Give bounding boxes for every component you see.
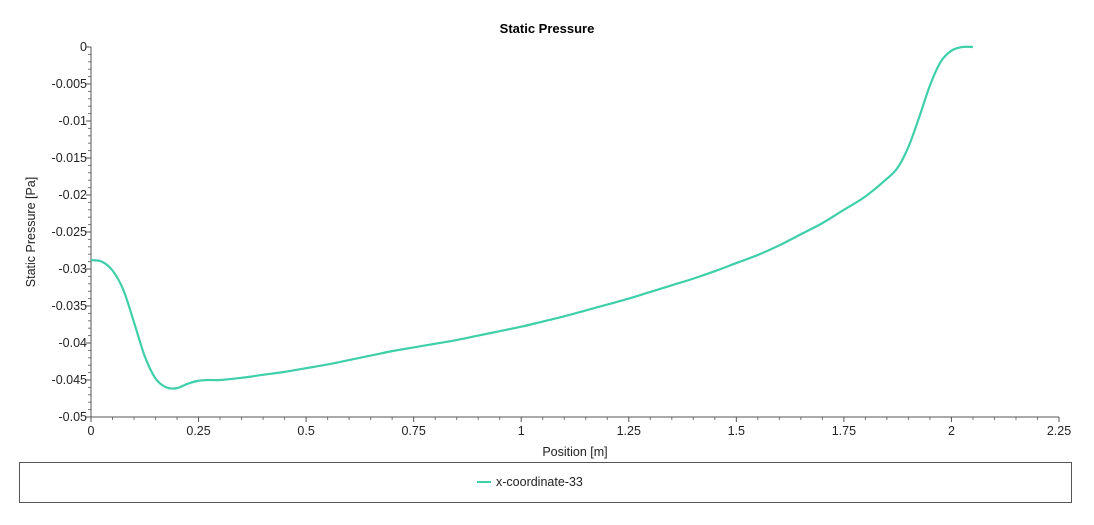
legend-label: x-coordinate-33 <box>496 475 583 489</box>
series-line-0 <box>90 45 973 390</box>
chart-title: Static Pressure <box>500 21 595 36</box>
legend: x-coordinate-33 <box>19 462 1072 503</box>
y-tick-label: -0.005 <box>52 77 87 91</box>
x-tick-label: 1.75 <box>832 424 856 438</box>
x-tick-label: 0.5 <box>297 424 314 438</box>
y-tick-label: -0.05 <box>59 410 88 424</box>
y-axis-ticks: 0 -0.005 -0.01 -0.015 -0.02 -0.025 -0.03 -0.035… <box>52 40 91 424</box>
y-tick-label: -0.045 <box>52 373 87 387</box>
x-tick-label: 1.5 <box>728 424 745 438</box>
y-tick-label: -0.025 <box>52 225 87 239</box>
chart: Static Pressure 0 -0.005 -0.01 -0.015 -0.02 -… <box>24 21 1071 459</box>
y-tick-label: -0.01 <box>59 114 88 128</box>
x-tick-label: 0.25 <box>186 424 210 438</box>
y-tick-label: -0.04 <box>59 336 88 350</box>
x-axis-label: Position [m] <box>542 445 607 459</box>
x-tick-label: 2.25 <box>1047 424 1071 438</box>
legend-line-swatch-icon <box>477 481 491 483</box>
y-tick-label: 0 <box>80 40 87 54</box>
x-tick-label: 1.25 <box>617 424 641 438</box>
y-axis-label: Static Pressure [Pa] <box>24 177 38 287</box>
y-tick-label: -0.02 <box>59 188 88 202</box>
y-tick-label: -0.03 <box>59 262 88 276</box>
x-tick-label: 0.75 <box>401 424 425 438</box>
x-tick-label: 1 <box>518 424 525 438</box>
legend-item[interactable]: x-coordinate-33 <box>477 475 583 489</box>
series-layer <box>90 45 973 390</box>
y-tick-label: -0.035 <box>52 299 87 313</box>
x-axis-ticks: 0 0.25 0.5 0.75 1 1.25 1.5 1.75 2 2.25 <box>88 417 1071 438</box>
y-tick-label: -0.015 <box>52 151 87 165</box>
x-tick-label: 2 <box>948 424 955 438</box>
x-tick-label: 0 <box>88 424 95 438</box>
